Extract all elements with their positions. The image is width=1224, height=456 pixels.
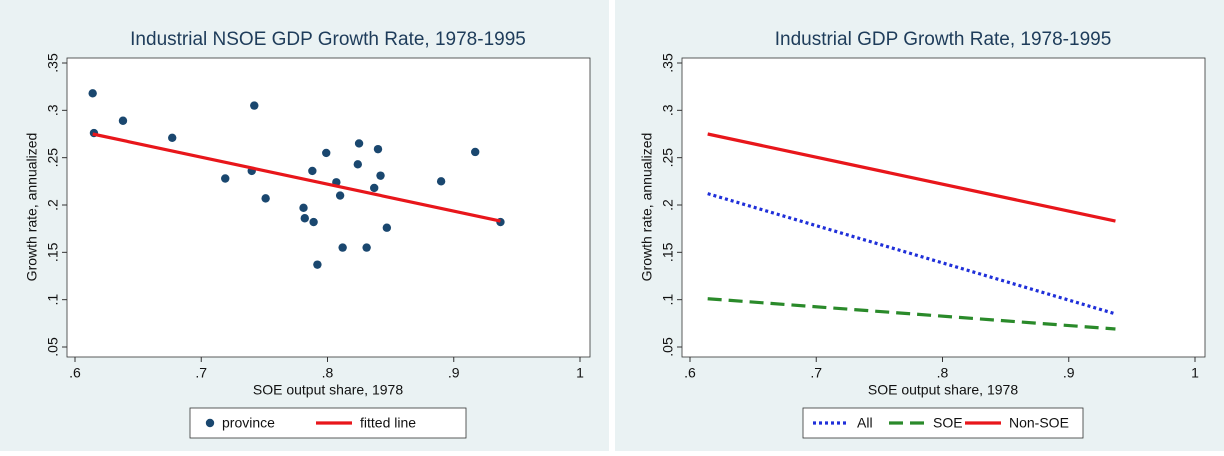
data-point xyxy=(382,223,392,232)
x-tick-label: 1 xyxy=(1191,365,1199,381)
x-axis-title: SOE output share, 1978 xyxy=(253,382,403,398)
y-tick-label: .3 xyxy=(660,104,676,116)
x-tick-label: .8 xyxy=(937,365,949,381)
legend-box xyxy=(802,407,1084,439)
data-point xyxy=(118,116,128,125)
data-point xyxy=(308,166,317,176)
data-point xyxy=(335,191,345,200)
series-line xyxy=(707,297,1116,331)
data-point xyxy=(373,144,383,154)
data-point xyxy=(299,203,308,213)
data-point xyxy=(313,260,322,269)
x-tick-label: .6 xyxy=(684,365,696,381)
x-axis-title: SOE output share, 1978 xyxy=(868,382,1018,398)
x-tick-label: .8 xyxy=(322,365,334,381)
plot-area xyxy=(66,57,591,358)
y-tick-label: .25 xyxy=(45,148,61,168)
y-tick-label: .2 xyxy=(45,199,61,211)
legend-label: SOE xyxy=(933,415,963,431)
data-point xyxy=(471,147,480,157)
x-tick-label: .9 xyxy=(1063,365,1075,381)
chart-title: Industrial NSOE GDP Growth Rate, 1978-19… xyxy=(130,29,526,50)
y-axis-title: Growth rate, annualized xyxy=(24,133,40,282)
chart-panel: Industrial GDP Growth Rate, 1978-1995 .6.… xyxy=(615,0,1224,451)
x-tick-label: .7 xyxy=(195,365,207,381)
data-point xyxy=(354,139,364,148)
data-point xyxy=(168,133,177,142)
x-tick-label: 1 xyxy=(576,365,584,381)
x-tick-label: .6 xyxy=(69,365,81,381)
data-point xyxy=(300,214,309,223)
y-tick-label: .35 xyxy=(660,53,676,73)
y-tick-label: .2 xyxy=(660,199,676,211)
y-tick-label: .05 xyxy=(45,337,61,357)
series-line xyxy=(707,132,1116,223)
legend-marker xyxy=(205,418,215,428)
y-tick-label: .15 xyxy=(45,242,61,262)
data-point xyxy=(322,148,331,158)
legend-label: province xyxy=(222,415,275,431)
y-axis-title: Growth rate, annualized xyxy=(639,133,655,282)
y-tick-label: .35 xyxy=(45,53,61,73)
data-point xyxy=(353,160,362,169)
y-tick-label: .25 xyxy=(660,148,676,168)
y-tick-label: .3 xyxy=(45,104,61,116)
data-point xyxy=(370,183,379,193)
chart-panel: Industrial NSOE GDP Growth Rate, 1978-19… xyxy=(0,0,609,451)
series-line xyxy=(707,192,1116,316)
data-point xyxy=(362,243,371,252)
legend-label: All xyxy=(857,415,873,431)
chart-title: Industrial GDP Growth Rate, 1978-1995 xyxy=(775,29,1112,50)
x-tick-label: .9 xyxy=(448,365,460,381)
x-tick-label: .7 xyxy=(810,365,822,381)
plot-area xyxy=(681,57,1206,358)
y-tick-label: .1 xyxy=(45,294,61,306)
y-tick-label: .05 xyxy=(660,337,676,357)
data-point xyxy=(376,171,385,180)
data-point xyxy=(221,174,230,183)
y-tick-label: .15 xyxy=(660,242,676,262)
series-line xyxy=(92,132,501,223)
data-point xyxy=(250,101,259,110)
data-point xyxy=(261,194,270,203)
data-point xyxy=(436,177,446,186)
data-point xyxy=(338,243,347,252)
y-tick-label: .1 xyxy=(660,294,676,306)
legend-label: Non-SOE xyxy=(1009,415,1069,431)
data-point xyxy=(309,217,318,227)
legend-label: fitted line xyxy=(360,415,416,431)
data-point xyxy=(88,89,97,98)
